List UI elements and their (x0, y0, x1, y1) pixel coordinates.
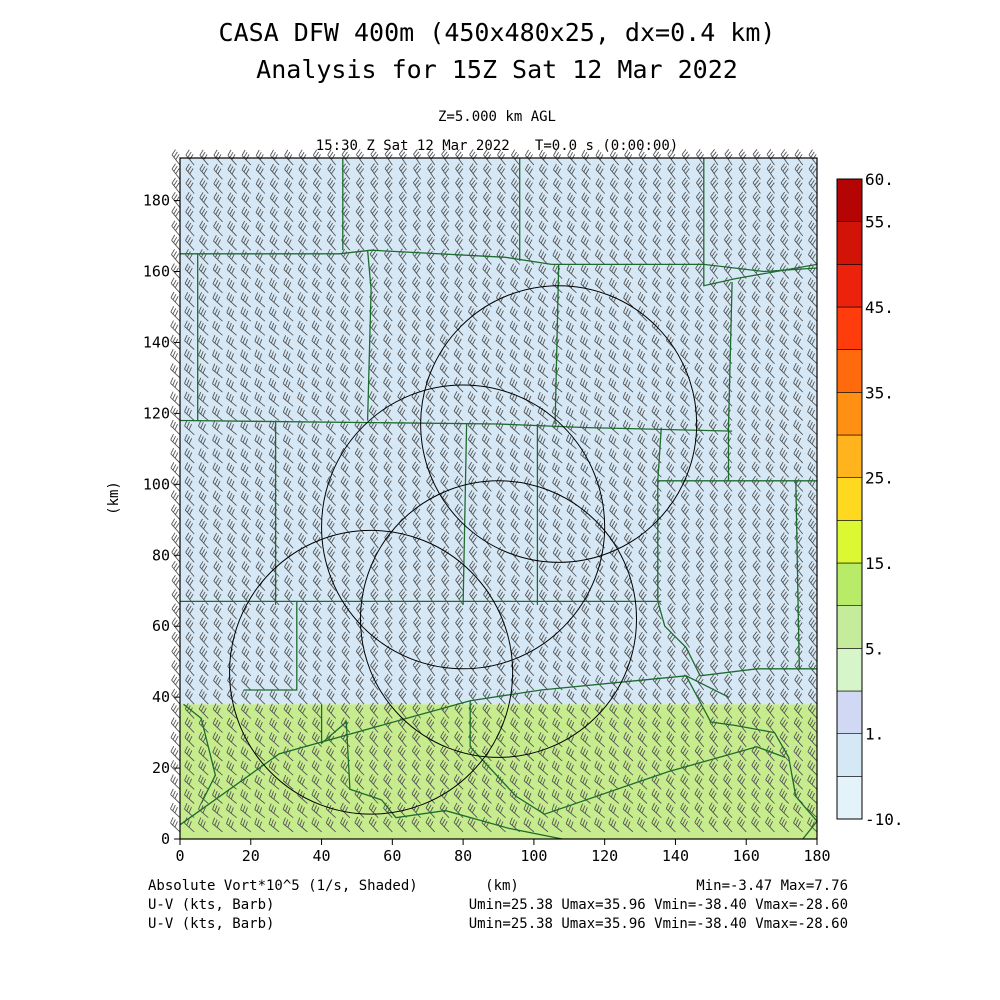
county-line (366, 250, 372, 421)
colorbar-swatch (836, 690, 863, 734)
colorbar: -10. 1. 5. 15. 25. 35. 45. 55. 60. (836, 170, 904, 829)
county-line (180, 249, 818, 273)
x-tick-label: 40 (313, 847, 331, 865)
colorbar-frame (836, 178, 863, 820)
colorbar-swatch (836, 605, 863, 649)
x-tick-label: 140 (662, 847, 689, 865)
y-tick-label: 160 (143, 263, 170, 281)
colorbar-swatch (836, 306, 863, 350)
county-line (657, 480, 817, 677)
y-tick-label: 20 (152, 759, 170, 777)
x-tick-label: 160 (733, 847, 760, 865)
colorbar-label: 45. (865, 298, 894, 317)
x-tick-label: 180 (803, 847, 830, 865)
shading-band (180, 704, 817, 839)
y-tick-label: 40 (152, 688, 170, 706)
footer-minmax: Min=-3.47 Max=7.76 (696, 878, 848, 894)
county-line (703, 158, 818, 287)
time-label: 15:30 Z Sat 12 Mar 2022 T=0.0 s (0:00:00… (316, 138, 678, 154)
radar-ring (321, 384, 606, 670)
plot-area (170, 149, 818, 840)
y-axis-label: (km) (106, 481, 122, 515)
colorbar-swatch (836, 648, 863, 692)
colorbar-label: 60. (865, 170, 894, 189)
y-tick-label: 120 (143, 404, 170, 422)
colorbar-label: 15. (865, 554, 894, 573)
x-axis: 0 20 40 60 80 100 120 140 160 180 (175, 839, 831, 865)
colorbar-swatch (836, 776, 863, 820)
x-tick-label: 100 (520, 847, 547, 865)
colorbar-swatch (836, 221, 863, 265)
colorbar-swatch (836, 178, 863, 222)
x-tick-label: 60 (383, 847, 401, 865)
y-tick-label: 0 (161, 830, 170, 848)
radar-ring (229, 529, 514, 815)
y-axis: 0 20 40 60 80 100 120 140 160 180 (143, 192, 180, 848)
colorbar-swatch (836, 392, 863, 436)
colorbar-swatch (836, 264, 863, 308)
colorbar-label: 25. (865, 469, 894, 488)
x-tick-label: 0 (175, 847, 184, 865)
footer-field-label: Absolute Vort*10^5 (1/s, Shaded) (148, 878, 418, 894)
y-tick-label: 140 (143, 333, 170, 351)
colorbar-swatch (836, 477, 863, 521)
x-tick-label: 120 (591, 847, 618, 865)
footer-barb-label-2: U-V (kts, Barb) (148, 916, 274, 932)
colorbar-swatch (836, 562, 863, 606)
chart-subtitle: Analysis for 15Z Sat 12 Mar 2022 (256, 55, 738, 84)
county-line (685, 675, 818, 840)
radar-range-rings (229, 285, 698, 815)
chart-title: CASA DFW 400m (450x480x25, dx=0.4 km) (219, 18, 776, 47)
colorbar-swatch (836, 434, 863, 478)
wind-barbs (170, 149, 818, 833)
footer-xaxis-label: (km) (485, 878, 519, 894)
county-line (469, 700, 786, 815)
x-tick-label: 80 (454, 847, 472, 865)
y-tick-label: 80 (152, 546, 170, 564)
y-tick-label: 180 (143, 192, 170, 210)
colorbar-label: 55. (865, 213, 894, 232)
colorbar-label: 35. (865, 383, 894, 402)
radar-ring (420, 285, 698, 563)
colorbar-label: 1. (865, 725, 884, 744)
y-tick-label: 100 (143, 475, 170, 493)
colorbar-label: 5. (865, 639, 884, 658)
county-line (243, 601, 298, 691)
county-line (320, 704, 563, 840)
level-label: Z=5.000 km AGL (438, 109, 556, 125)
footer-barb-range-1: Umin=25.38 Umax=35.96 Vmin=-38.40 Vmax=-… (469, 897, 848, 913)
footer-barb-range-2: Umin=25.38 Umax=35.96 Vmin=-38.40 Vmax=-… (469, 916, 848, 932)
colorbar-swatch (836, 520, 863, 564)
county-line (554, 264, 560, 425)
colorbar-swatch (836, 349, 863, 393)
county-line (183, 703, 217, 804)
y-tick-label: 60 (152, 617, 170, 635)
county-line (179, 419, 733, 432)
plot-frame (179, 157, 818, 840)
county-line (795, 480, 800, 669)
wind-barb-field (170, 149, 818, 833)
county-line (727, 282, 817, 482)
x-tick-label: 20 (242, 847, 260, 865)
colorbar-swatch (836, 733, 863, 777)
footer-barb-label-1: U-V (kts, Barb) (148, 897, 274, 913)
county-boundaries (179, 158, 818, 840)
radar-ring (359, 480, 638, 758)
colorbar-label: -10. (865, 810, 904, 829)
county-line (462, 423, 468, 605)
